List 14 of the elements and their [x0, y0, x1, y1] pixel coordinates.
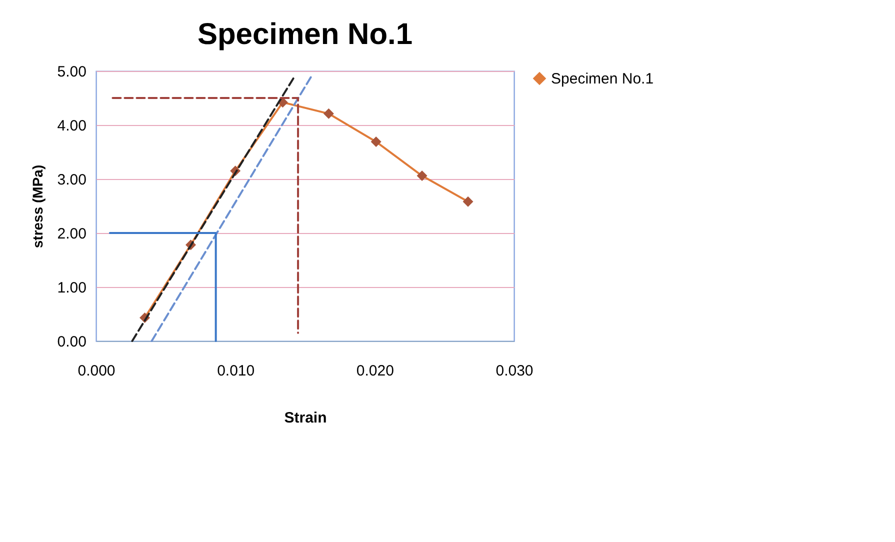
chart-title: Specimen No.1	[197, 18, 413, 51]
y-tick-label: 0.00	[57, 334, 86, 350]
y-tick-label: 4.00	[57, 118, 86, 134]
x-tick-label: 0.010	[217, 362, 255, 380]
x-tick-label: 0.000	[78, 362, 116, 380]
legend-label: Specimen No.1	[551, 70, 654, 88]
y-tick-label: 2.00	[57, 226, 86, 242]
x-tick-label: 0.030	[496, 362, 534, 380]
x-axis-title: Strain	[284, 410, 327, 426]
x-tick-label: 0.020	[356, 362, 394, 380]
y-axis-title: stress (MPa)	[29, 164, 46, 248]
y-tick-label: 3.00	[57, 172, 86, 188]
y-tick-label: 5.00	[57, 64, 86, 80]
y-tick-label: 1.00	[57, 280, 86, 296]
